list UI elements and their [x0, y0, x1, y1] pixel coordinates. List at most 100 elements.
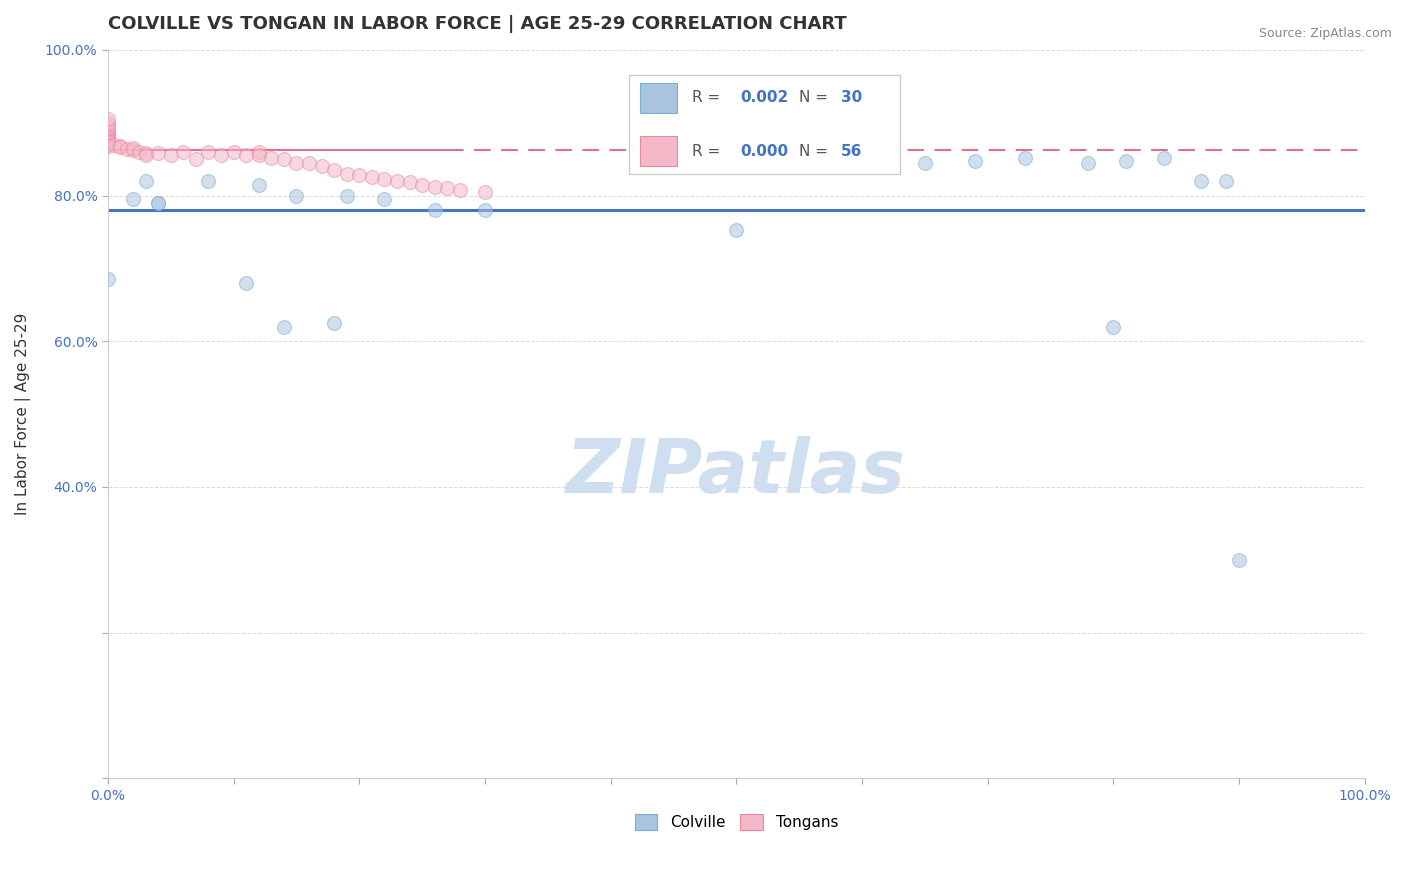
Point — [285, 188, 308, 202]
FancyBboxPatch shape — [630, 75, 900, 174]
Point — [373, 172, 395, 186]
Point — [423, 203, 446, 218]
Point — [336, 188, 359, 202]
Legend: Colville, Tongans: Colville, Tongans — [628, 808, 844, 836]
Point — [184, 152, 207, 166]
FancyBboxPatch shape — [640, 136, 678, 167]
Point — [97, 119, 120, 133]
Point — [298, 155, 321, 169]
Point — [273, 319, 295, 334]
Point — [360, 170, 382, 185]
Point — [122, 192, 145, 206]
Point — [1077, 155, 1099, 169]
Point — [97, 137, 120, 152]
Point — [1153, 151, 1175, 165]
Point — [209, 148, 232, 162]
Point — [285, 155, 308, 169]
Point — [851, 148, 873, 162]
Point — [235, 148, 257, 162]
Point — [148, 195, 170, 210]
Point — [97, 136, 120, 150]
Point — [965, 153, 987, 168]
Point — [1102, 319, 1125, 334]
Point — [97, 112, 120, 126]
Text: N =: N = — [799, 144, 832, 159]
Point — [235, 276, 257, 290]
Point — [349, 168, 371, 182]
Point — [373, 192, 395, 206]
Point — [110, 139, 132, 153]
Point — [436, 181, 458, 195]
Text: 0.000: 0.000 — [740, 144, 789, 159]
Point — [97, 134, 120, 148]
Point — [1115, 153, 1137, 168]
Point — [311, 160, 333, 174]
Point — [97, 134, 120, 148]
Point — [222, 145, 245, 159]
Text: R =: R = — [692, 90, 725, 105]
Point — [1227, 552, 1250, 566]
Point — [474, 185, 496, 199]
Point — [1215, 174, 1237, 188]
Point — [97, 127, 120, 141]
Point — [97, 139, 120, 153]
Point — [97, 134, 120, 148]
Point — [197, 145, 219, 159]
Point — [876, 152, 898, 166]
Point — [775, 137, 797, 152]
Text: ZIPatlas: ZIPatlas — [567, 436, 907, 508]
Point — [411, 178, 433, 192]
Point — [97, 125, 120, 139]
Point — [110, 140, 132, 154]
Point — [135, 148, 157, 162]
Text: R =: R = — [692, 144, 725, 159]
Point — [1189, 174, 1212, 188]
Point — [97, 130, 120, 145]
Point — [247, 145, 270, 159]
Point — [135, 174, 157, 188]
Point — [97, 134, 120, 148]
Point — [122, 141, 145, 155]
Point — [273, 152, 295, 166]
Point — [148, 146, 170, 161]
Point — [97, 132, 120, 146]
Point — [122, 144, 145, 158]
Point — [398, 175, 420, 189]
Point — [128, 145, 150, 159]
Point — [97, 120, 120, 135]
Point — [97, 123, 120, 137]
Point — [247, 148, 270, 162]
Point — [336, 167, 359, 181]
Text: 56: 56 — [841, 144, 862, 159]
Text: 30: 30 — [841, 90, 862, 105]
Point — [449, 183, 471, 197]
Point — [172, 145, 194, 159]
Point — [97, 116, 120, 130]
Point — [97, 131, 120, 145]
Point — [97, 272, 120, 286]
Point — [247, 178, 270, 192]
Point — [159, 148, 181, 162]
Text: N =: N = — [799, 90, 832, 105]
Y-axis label: In Labor Force | Age 25-29: In Labor Force | Age 25-29 — [15, 313, 31, 516]
Point — [385, 174, 408, 188]
Point — [103, 137, 125, 152]
Point — [197, 174, 219, 188]
FancyBboxPatch shape — [640, 83, 678, 113]
Point — [115, 142, 138, 156]
Point — [323, 316, 346, 330]
Point — [97, 128, 120, 143]
Text: Source: ZipAtlas.com: Source: ZipAtlas.com — [1258, 27, 1392, 40]
Point — [148, 195, 170, 210]
Point — [813, 143, 835, 157]
Text: 0.002: 0.002 — [740, 90, 789, 105]
Point — [423, 179, 446, 194]
Point — [1014, 151, 1036, 165]
Point — [97, 130, 120, 145]
Text: COLVILLE VS TONGAN IN LABOR FORCE | AGE 25-29 CORRELATION CHART: COLVILLE VS TONGAN IN LABOR FORCE | AGE … — [108, 15, 846, 33]
Point — [135, 146, 157, 161]
Point — [260, 151, 283, 165]
Point — [914, 155, 936, 169]
Point — [725, 223, 748, 237]
Point — [97, 134, 120, 148]
